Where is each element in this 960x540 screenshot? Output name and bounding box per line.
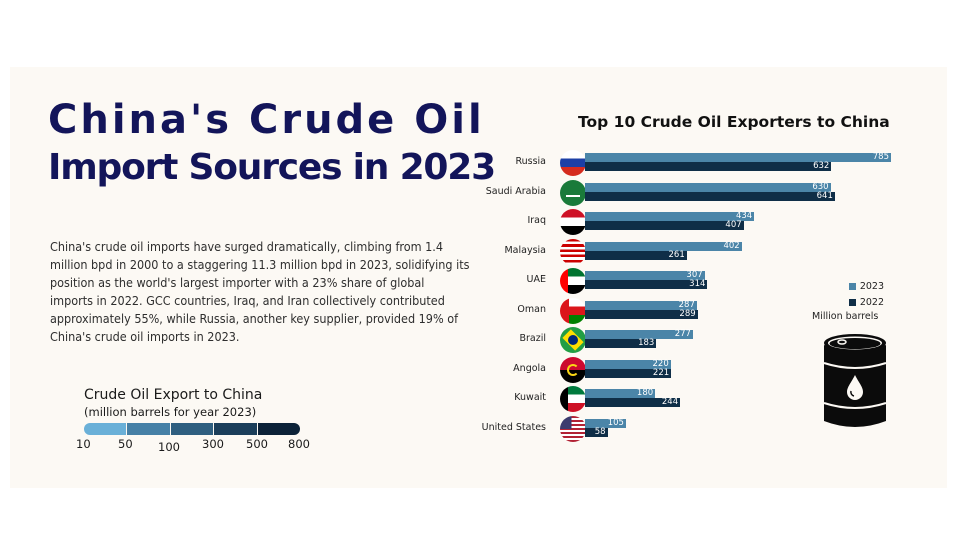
page-title: China's Crude Oil Import Sources in 2023 (48, 96, 496, 192)
color-scale-tick: 50 (118, 437, 133, 451)
country-label: Malaysia (504, 244, 546, 256)
bar-2023: 434 (585, 212, 755, 221)
title-line-1: China's Crude Oil (48, 97, 485, 143)
legend-label-2023: 2023 (859, 280, 884, 292)
country-label: Russia (515, 156, 546, 167)
legend-label-2022: 2022 (859, 296, 884, 308)
bar-2023: 105 (585, 418, 626, 428)
infographic-panel (10, 67, 947, 488)
color-scale-tick: 10 (76, 437, 91, 451)
country-label: Iraq (527, 215, 546, 226)
bar-2022: 261 (585, 250, 687, 260)
color-scale-segment (214, 423, 258, 435)
description-text: China's crude oil imports have surged dr… (50, 238, 470, 344)
chart-row: Angola 220 221 (490, 356, 910, 383)
bar-2022: 289 (585, 309, 698, 319)
country-flag-icon (560, 356, 586, 383)
chart-legend: 2023 2022 Million barrels (812, 278, 884, 323)
bar-2023: 287 (585, 300, 697, 310)
color-scale-tick: 300 (202, 437, 224, 451)
legend-item-2023: 2023 (812, 278, 884, 294)
bar-2022: 244 (585, 398, 681, 407)
chart-row: UAE 307 314 (490, 268, 910, 294)
bar-2023: 785 (585, 153, 891, 162)
oil-barrel-icon (823, 334, 887, 427)
country-flag-icon (560, 238, 586, 265)
bar-2022: 58 (585, 427, 608, 437)
country-label: Oman (517, 303, 546, 315)
country-flag-icon (560, 327, 586, 353)
color-scale-tick: 500 (246, 437, 268, 451)
bar-2023: 402 (585, 241, 742, 251)
bar-2022: 641 (585, 191, 835, 201)
bar-2023: 277 (585, 330, 693, 339)
country-label: Angola (513, 362, 546, 374)
bar-2022: 221 (585, 368, 672, 378)
color-scale-segment (257, 423, 300, 435)
legend-swatch-2023 (848, 282, 856, 290)
country-flag-icon (560, 297, 586, 324)
color-scale-segment (170, 423, 215, 435)
country-flag-icon (560, 150, 586, 176)
bar-2022: 183 (585, 339, 657, 348)
chart-row: Russia 785 632 (490, 150, 910, 176)
chart-row: Oman 287 289 (490, 297, 910, 324)
country-label: Saudi Arabia (485, 185, 546, 197)
color-scale-title: Crude Oil Export to China (84, 387, 263, 403)
country-label: United States (481, 421, 546, 433)
country-label: Brazil (519, 333, 546, 344)
chart-row: Kuwait 180 244 (490, 386, 910, 412)
bar-2023: 630 (585, 182, 831, 192)
chart-row: Saudi Arabia 630 641 (486, 179, 910, 206)
chart-title: Top 10 Crude Oil Exporters to China (578, 113, 890, 131)
bar-2022: 407 (585, 221, 744, 230)
bar-2023: 307 (585, 271, 705, 280)
chart-row: Malaysia 402 261 (490, 238, 910, 265)
color-scale-subtitle: (million barrels for year 2023) (84, 405, 257, 419)
country-label: UAE (526, 274, 546, 285)
color-scale-ticks: 10 50 100 300 500 800 (76, 437, 316, 455)
country-label: Kuwait (514, 392, 546, 403)
bar-2023: 180 (585, 389, 656, 398)
legend-unit: Million barrels (812, 311, 879, 322)
country-flag-icon (560, 179, 586, 206)
bar-2022: 314 (585, 280, 708, 289)
legend-swatch-2022 (848, 298, 856, 306)
country-flag-icon (560, 209, 586, 235)
color-scale-tick: 100 (158, 440, 180, 454)
bar-2022: 632 (585, 162, 832, 171)
bar-2023: 220 (585, 359, 671, 369)
chart-row: Brazil 277 183 (490, 327, 910, 353)
chart-row: United States 105 58 (482, 415, 910, 442)
color-scale-segment (84, 423, 128, 435)
country-flag-icon (560, 415, 586, 442)
chart-row: Iraq 434 407 (490, 209, 910, 235)
color-scale-bar (84, 423, 300, 435)
title-line-2: Import Sources in 2023 (48, 147, 496, 188)
country-flag-icon (560, 268, 586, 294)
color-scale-tick: 800 (288, 437, 310, 451)
country-flag-icon (560, 386, 586, 412)
legend-item-2022: 2022 (812, 294, 884, 310)
color-scale-segment (127, 423, 171, 435)
